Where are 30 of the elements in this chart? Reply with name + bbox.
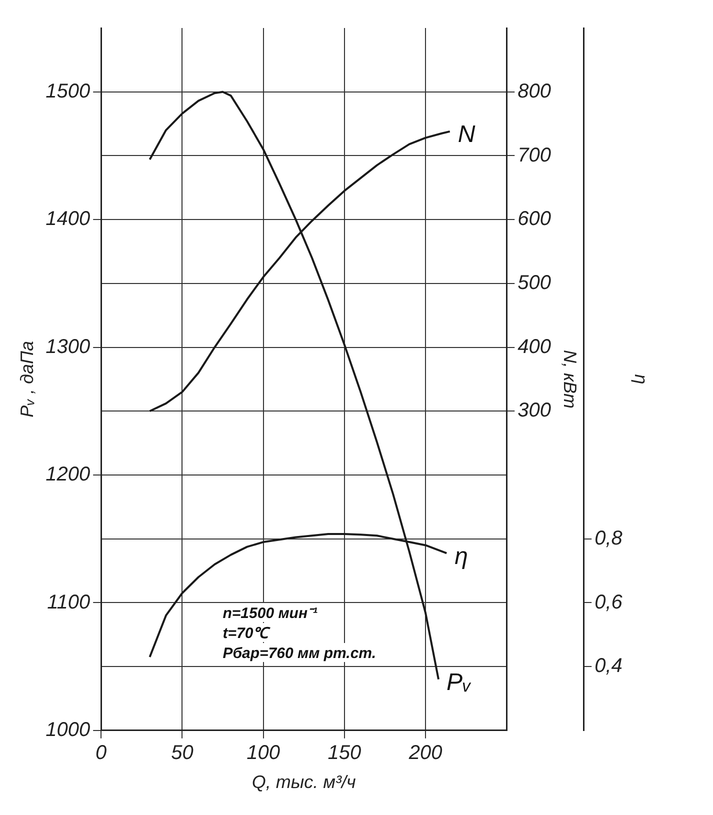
- y-tick-label: 1000: [46, 718, 90, 741]
- series-label: N: [458, 121, 476, 148]
- x-tick-label: 0: [96, 742, 107, 764]
- y3-tick-label: 0,4: [594, 655, 622, 678]
- y-tick-label: 1200: [46, 464, 90, 486]
- y-axis-title: Pᵥ , даПа: [16, 340, 37, 418]
- x-tick-label: 100: [246, 742, 280, 764]
- y-tick-label: 1300: [46, 336, 90, 358]
- y2-axis-title: N, кВт: [560, 350, 580, 408]
- y3-tick-label: 0,6: [594, 591, 624, 614]
- x-tick-label: 150: [328, 742, 362, 764]
- y-tick-label: 1400: [46, 208, 90, 230]
- x-axis-title: Q, тыс. м³/ч: [252, 772, 356, 792]
- annotation: n=1500 мин⁻¹: [222, 605, 318, 622]
- y2-tick-label: 700: [518, 144, 552, 166]
- series-label: η: [454, 542, 468, 570]
- y3-axis-title: η: [631, 374, 652, 384]
- y-tick-label: 1500: [46, 80, 90, 102]
- y2-tick-label: 400: [518, 336, 552, 358]
- y2-tick-label: 800: [518, 80, 552, 102]
- series-label: Pᵥ: [446, 668, 472, 696]
- y2-tick-label: 300: [518, 400, 552, 422]
- x-tick-label: 50: [171, 742, 194, 764]
- y-tick-label: 1100: [47, 591, 90, 614]
- x-tick-label: 200: [408, 742, 442, 764]
- y2-tick-label: 500: [518, 272, 552, 294]
- y2-tick-label: 600: [518, 208, 552, 230]
- annotation: Pбар=760 мм рт.ст.: [222, 645, 376, 662]
- annotation: t=70℃: [222, 625, 272, 642]
- y3-tick-label: 0,8: [594, 527, 622, 550]
